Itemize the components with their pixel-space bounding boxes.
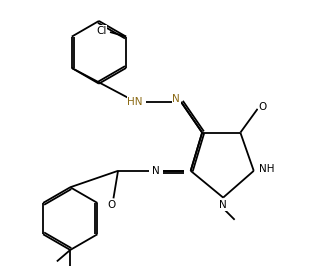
Text: HN: HN — [127, 97, 143, 107]
Text: NH: NH — [260, 164, 275, 174]
Text: O: O — [108, 200, 116, 210]
Text: O: O — [259, 102, 267, 112]
Text: N: N — [219, 200, 227, 210]
Text: Cl: Cl — [97, 26, 107, 36]
Text: N: N — [152, 166, 160, 176]
Text: N: N — [172, 94, 180, 104]
